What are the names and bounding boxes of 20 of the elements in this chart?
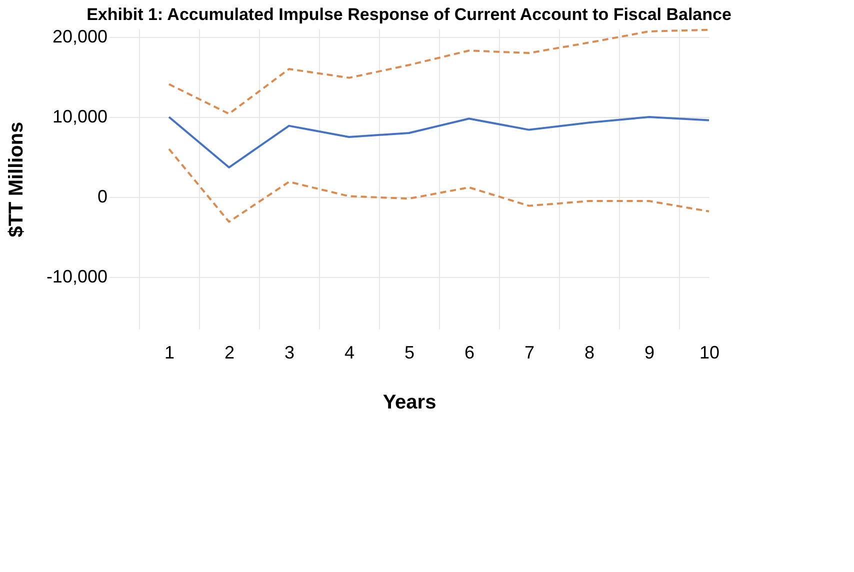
x-tick-label: 9 (644, 342, 655, 362)
x-tick-label: 1 (164, 342, 175, 362)
x-tick-label: 4 (344, 342, 355, 362)
x-tick-label: 6 (464, 342, 475, 362)
line-series (168, 28, 710, 115)
x-tick-label: 10 (699, 342, 720, 362)
x-axis-title: Years (382, 392, 436, 414)
x-tick-label: 3 (284, 342, 295, 362)
x-tick-label: 8 (584, 342, 595, 362)
line-series (168, 116, 710, 168)
x-tick-label: 5 (404, 342, 415, 362)
y-tick-label: 20,000 (52, 26, 108, 46)
line-series (168, 148, 710, 223)
x-tick-label: 7 (524, 342, 535, 362)
y-axis-title: $TT Millions (5, 122, 28, 238)
y-tick-label: -10,000 (46, 266, 108, 286)
y-tick-label: 10,000 (52, 106, 108, 126)
y-tick-label: 0 (97, 186, 108, 206)
chart-title: Exhibit 1: Accumulated Impulse Response of Current Account to Fiscal Balance (86, 5, 732, 24)
x-tick-label: 2 (224, 342, 235, 362)
